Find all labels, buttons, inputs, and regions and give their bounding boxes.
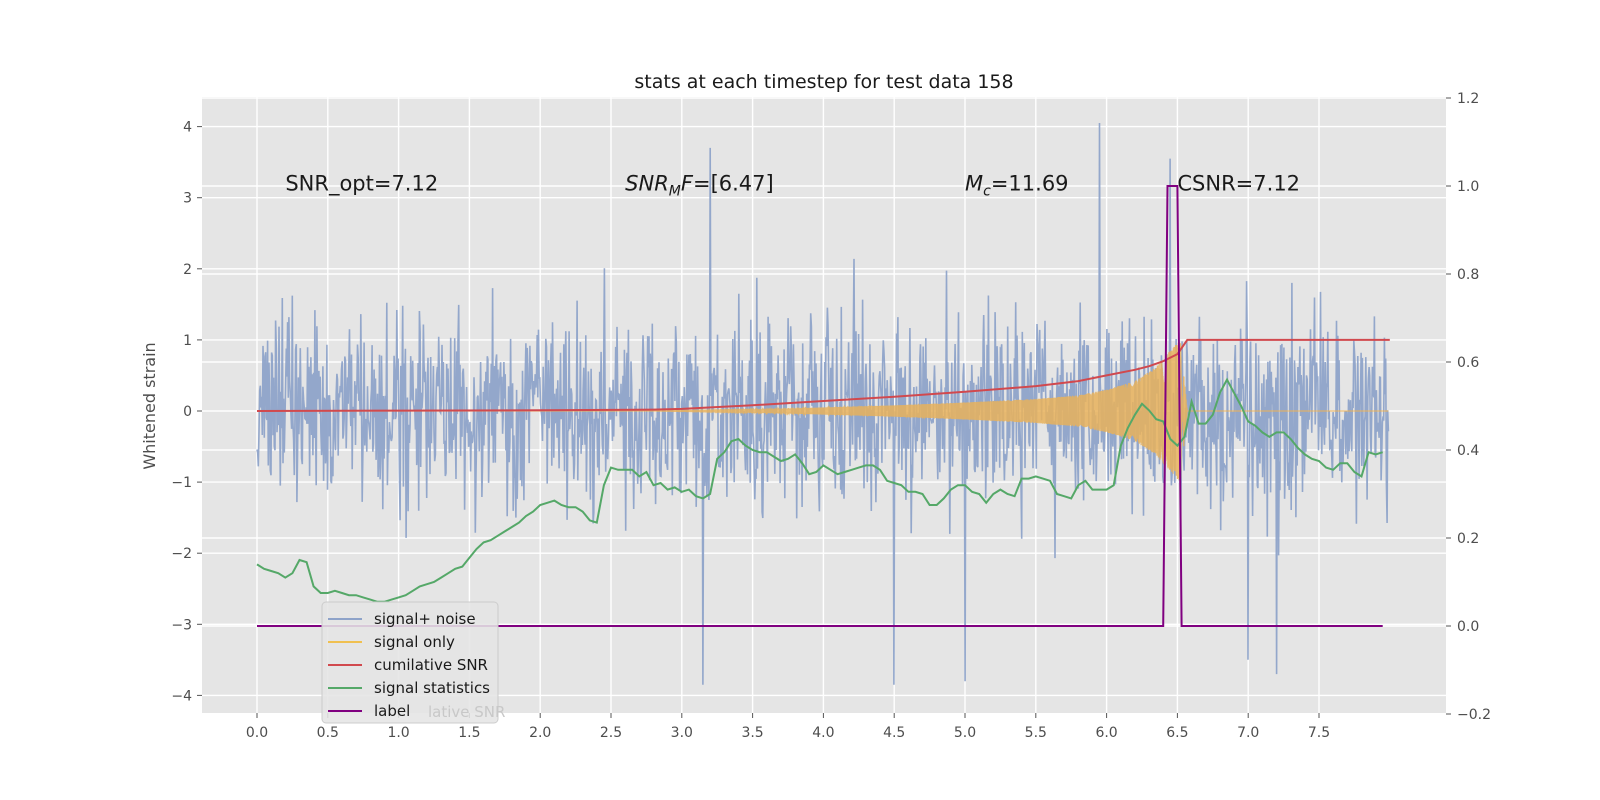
x-tick-label: 1.5 (458, 725, 480, 741)
legend-entry: signal statistics (374, 679, 490, 697)
legend: lative SNR signal+ noise signal only cumila… (321, 601, 505, 724)
y-tick-label: 0 (183, 404, 192, 420)
x-tick-label: 4.0 (812, 725, 834, 741)
x-tick-label: 6.0 (1095, 725, 1117, 741)
x-axis-ticks: 0.0 0.5 1.0 1.5 2.0 2.5 3.0 3.5 4.0 4.5 5.0 5.5 6.0 6… (246, 713, 1330, 741)
x-tick-label: 7.5 (1308, 725, 1330, 741)
y-axis-ticks: 4 3 2 1 0 −1 −2 −3 −4 (171, 120, 202, 704)
y-axis-label: Whitened strain (140, 342, 159, 469)
y2-tick-label: 0.6 (1457, 355, 1479, 371)
y2-tick-label: 0.8 (1457, 267, 1479, 283)
x-tick-label: 2.5 (600, 725, 622, 741)
y-tick-label: 4 (183, 120, 192, 136)
legend-entry: signal+ noise (374, 610, 476, 628)
legend-entry: signal only (374, 633, 455, 651)
y-tick-label: 3 (183, 191, 192, 207)
x-tick-label: 6.5 (1166, 725, 1188, 741)
y2-axis-ticks: 1.2 1.0 0.8 0.6 0.4 0.2 0.0 −0.2 (1446, 91, 1491, 723)
signal-statistics-line (256, 377, 1383, 603)
x-tick-label: 5.5 (1025, 725, 1047, 741)
y2-tick-label: 0.0 (1457, 619, 1479, 635)
y-tick-label: −4 (171, 688, 192, 704)
x-tick-label: 0.5 (317, 725, 339, 741)
y2-tick-label: 0.4 (1457, 443, 1479, 459)
x-tick-label: 5.0 (954, 725, 976, 741)
y-tick-label: −1 (171, 475, 192, 491)
annotations: SNR_opt=7.12 SNRMF=[6.47] Mc=11.69 CSNR=7.1… (285, 171, 1300, 199)
annotation-csnr: CSNR=7.12 (1177, 171, 1300, 195)
y-tick-label: 1 (183, 333, 192, 349)
x-tick-label: 7.0 (1237, 725, 1259, 741)
legend-overlap-text: lative SNR (428, 703, 505, 721)
y2-tick-label: 1.2 (1457, 91, 1479, 107)
x-tick-label: 3.5 (741, 725, 763, 741)
y-tick-label: −2 (171, 546, 192, 562)
y2-tick-label: 1.0 (1457, 179, 1479, 195)
annotation-snr-mf: SNRMF=[6.47] (625, 171, 774, 199)
x-tick-label: 4.5 (883, 725, 905, 741)
label-line (257, 185, 1383, 627)
y2-tick-label: 0.2 (1457, 531, 1479, 547)
x-tick-label: 0.0 (246, 725, 268, 741)
legend-entry: cumilative SNR (374, 656, 488, 674)
x-tick-label: 2.0 (529, 725, 551, 741)
legend-box (321, 601, 499, 724)
y-tick-label: −3 (171, 617, 192, 633)
x-tick-label: 1.0 (387, 725, 409, 741)
legend-entry: label (374, 702, 410, 720)
y2-tick-label: −0.2 (1457, 707, 1491, 723)
series-signal-only (257, 341, 1389, 481)
annotation-chirp-mass: Mc=11.69 (965, 171, 1069, 199)
annotation-snr-opt: SNR_opt=7.12 (285, 171, 438, 196)
series-lines (256, 185, 1390, 627)
chart-title: stats at each timestep for test data 158 (634, 71, 1013, 93)
signal-only-line (257, 341, 1389, 481)
x-tick-label: 3.0 (671, 725, 693, 741)
y-tick-label: 2 (183, 262, 192, 278)
